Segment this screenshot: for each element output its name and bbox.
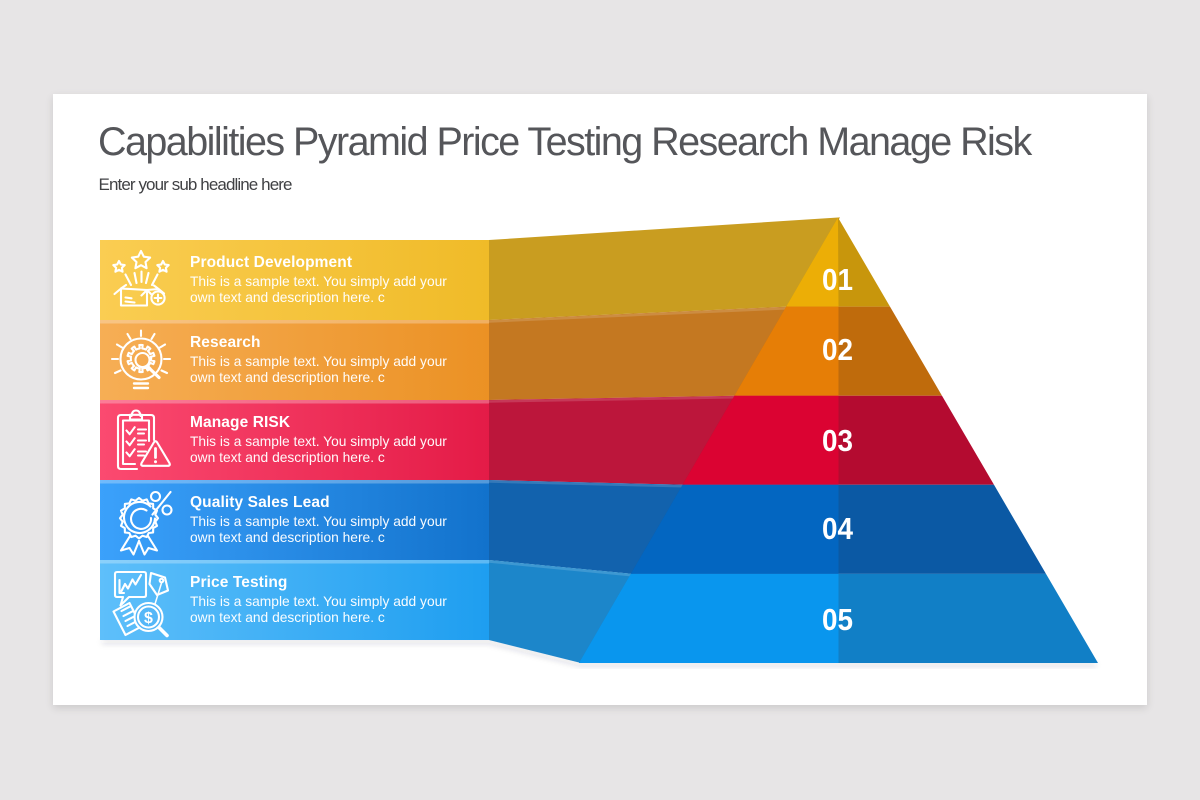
svg-text:04: 04 — [822, 511, 854, 546]
svg-text:03: 03 — [822, 423, 853, 458]
svg-text:02: 02 — [822, 332, 853, 367]
svg-text:$: $ — [144, 610, 153, 627]
svg-text:05: 05 — [822, 602, 853, 637]
svg-text:01: 01 — [822, 262, 853, 297]
